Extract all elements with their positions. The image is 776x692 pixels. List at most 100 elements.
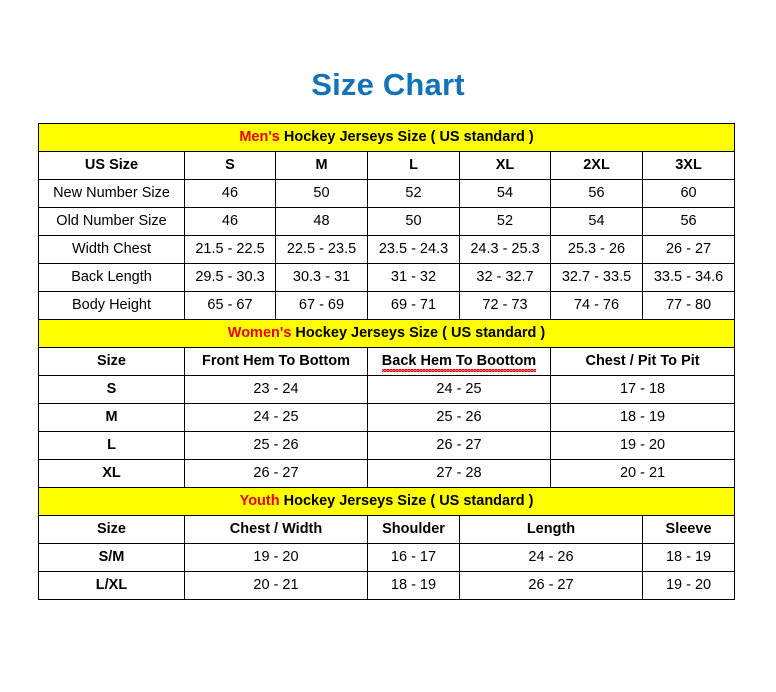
table-cell: 21.5 - 22.5: [184, 235, 276, 264]
table-cell: 31 - 32: [367, 263, 460, 292]
table-row: L/XL 20 - 21 18 - 19 26 - 27 19 - 20: [38, 571, 736, 600]
table-cell: 19 - 20: [549, 431, 736, 460]
row-label: M: [38, 403, 185, 432]
table-cell: 20 - 21: [184, 571, 368, 600]
table-cell: 32 - 32.7: [459, 263, 551, 292]
table-cell: 67 - 69: [275, 291, 368, 320]
size-chart-table: Men's Hockey Jerseys Size ( US standard …: [37, 123, 736, 600]
table-cell: 52: [367, 179, 460, 208]
table-cell: 25.3 - 26: [550, 235, 643, 264]
table-cell: 32.7 - 33.5: [550, 263, 643, 292]
table-cell: 56: [550, 179, 643, 208]
table-cell: 18 - 19: [641, 543, 736, 572]
table-cell: 24 - 25: [184, 403, 368, 432]
table-cell: 33.5 - 34.6: [641, 263, 736, 292]
column-header: XL: [459, 151, 551, 180]
table-cell: 48: [275, 207, 368, 236]
table-row: Width Chest 21.5 - 22.5 22.5 - 23.5 23.5…: [38, 235, 736, 264]
row-label: Body Height: [38, 291, 185, 320]
table-row: Body Height 65 - 67 67 - 69 69 - 71 72 -…: [38, 291, 736, 320]
table-cell: 46: [184, 207, 276, 236]
row-label: New Number Size: [38, 179, 185, 208]
row-label: L/XL: [38, 571, 185, 600]
table-cell: 74 - 76: [550, 291, 643, 320]
table-cell: 26 - 27: [641, 235, 736, 264]
column-header: 2XL: [550, 151, 643, 180]
column-header: Shoulder: [367, 515, 460, 544]
table-cell: 26 - 27: [459, 571, 643, 600]
column-header: US Size: [38, 151, 185, 180]
table-row: M 24 - 25 25 - 26 18 - 19: [38, 403, 736, 432]
table-cell: 29.5 - 30.3: [184, 263, 276, 292]
table-cell: 23 - 24: [184, 375, 368, 404]
table-row: Back Length 29.5 - 30.3 30.3 - 31 31 - 3…: [38, 263, 736, 292]
section-banner-rest-youth: Hockey Jerseys Size ( US standard ): [279, 493, 534, 509]
table-cell: 17 - 18: [549, 375, 736, 404]
column-header: Front Hem To Bottom: [184, 347, 368, 376]
table-cell: 56: [641, 207, 736, 236]
column-header: S: [184, 151, 276, 180]
column-header: Length: [459, 515, 643, 544]
table-cell: 72 - 73: [459, 291, 551, 320]
table-cell: 24.3 - 25.3: [459, 235, 551, 264]
table-row: Old Number Size 46 48 50 52 54 56: [38, 207, 736, 236]
table-header-row-youth: Size Chest / Width Shoulder Length Sleev…: [38, 515, 736, 544]
table-cell: 18 - 19: [367, 571, 460, 600]
table-row: New Number Size 46 50 52 54 56 60: [38, 179, 736, 208]
table-cell: 24 - 25: [367, 375, 551, 404]
table-cell: 25 - 26: [367, 403, 551, 432]
row-label: Width Chest: [38, 235, 185, 264]
column-header: Sleeve: [641, 515, 736, 544]
column-header: 3XL: [641, 151, 736, 180]
section-banner-mens: Men's Hockey Jerseys Size ( US standard …: [37, 123, 736, 152]
table-cell: 30.3 - 31: [275, 263, 368, 292]
table-cell: 77 - 80: [641, 291, 736, 320]
table-cell: 23.5 - 24.3: [367, 235, 460, 264]
table-cell: 22.5 - 23.5: [275, 235, 368, 264]
section-banner-row-mens: Men's Hockey Jerseys Size ( US standard …: [37, 123, 736, 152]
column-header: M: [275, 151, 368, 180]
row-label: S: [38, 375, 185, 404]
table-header-row-mens: US Size S M L XL 2XL 3XL: [38, 151, 736, 180]
section-banner-rest-womens: Hockey Jerseys Size ( US standard ): [291, 325, 546, 341]
table-cell: 50: [275, 179, 368, 208]
column-header: Chest / Pit To Pit: [549, 347, 736, 376]
column-header: L: [367, 151, 460, 180]
table-header-row-womens: Size Front Hem To Bottom Back Hem To Boo…: [38, 347, 736, 376]
column-header: Size: [38, 347, 185, 376]
table-row: XL 26 - 27 27 - 28 20 - 21: [38, 459, 736, 488]
table-cell: 26 - 27: [367, 431, 551, 460]
table-cell: 24 - 26: [459, 543, 643, 572]
section-banner-row-womens: Women's Hockey Jerseys Size ( US standar…: [37, 319, 736, 348]
row-label: XL: [38, 459, 185, 488]
section-banner-row-youth: Youth Hockey Jerseys Size ( US standard …: [37, 487, 736, 516]
column-header-misspelled: Back Hem To Boottom: [367, 347, 551, 376]
table-cell: 20 - 21: [549, 459, 736, 488]
section-banner-accent-mens: Men's: [239, 129, 280, 145]
table-cell: 19 - 20: [641, 571, 736, 600]
section-banner-youth: Youth Hockey Jerseys Size ( US standard …: [37, 487, 736, 516]
table-cell: 54: [459, 179, 551, 208]
table-cell: 60: [641, 179, 736, 208]
column-header: Size: [38, 515, 185, 544]
row-label: L: [38, 431, 185, 460]
table-cell: 65 - 67: [184, 291, 276, 320]
row-label: Old Number Size: [38, 207, 185, 236]
table-cell: 27 - 28: [367, 459, 551, 488]
page-title: Size Chart: [311, 67, 465, 102]
table-cell: 25 - 26: [184, 431, 368, 460]
table-cell: 16 - 17: [367, 543, 460, 572]
table-row: S 23 - 24 24 - 25 17 - 18: [38, 375, 736, 404]
table-cell: 69 - 71: [367, 291, 460, 320]
section-banner-accent-womens: Women's: [227, 325, 292, 341]
table-cell: 52: [459, 207, 551, 236]
table-cell: 50: [367, 207, 460, 236]
table-cell: 19 - 20: [184, 543, 368, 572]
table-cell: 46: [184, 179, 276, 208]
size-chart-tables: Men's Hockey Jerseys Size ( US standard …: [37, 123, 736, 600]
table-row: S/M 19 - 20 16 - 17 24 - 26 18 - 19: [38, 543, 736, 572]
table-cell: 26 - 27: [184, 459, 368, 488]
section-banner-rest-mens: Hockey Jerseys Size ( US standard ): [279, 129, 534, 145]
row-label: Back Length: [38, 263, 185, 292]
